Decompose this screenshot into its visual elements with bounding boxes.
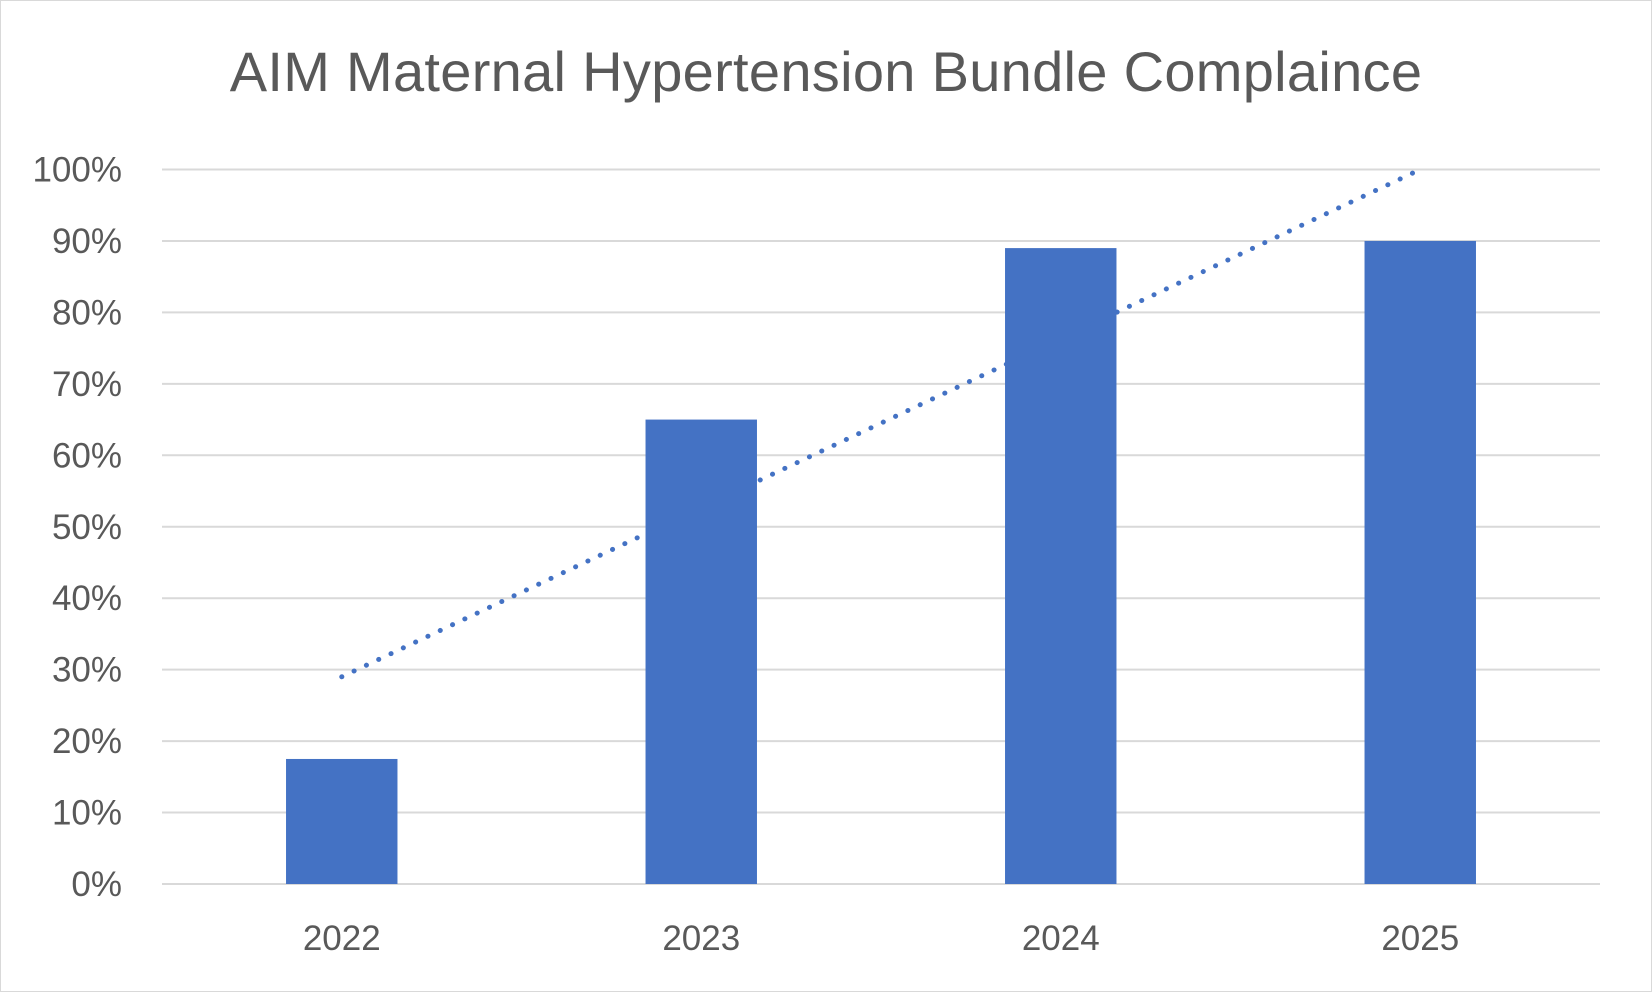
y-tick-label: 50%: [52, 508, 122, 547]
y-tick-label: 20%: [52, 722, 122, 761]
bar-2025: [1364, 240, 1476, 884]
y-tick-label: 10%: [52, 794, 122, 833]
chart-title: AIM Maternal Hypertension Bundle Complai…: [229, 40, 1423, 103]
x-tick-label: 2024: [1022, 919, 1100, 958]
y-tick-label: 0%: [71, 865, 122, 904]
y-tick-label: 30%: [52, 651, 122, 690]
y-tick-label: 80%: [52, 293, 122, 332]
y-tick-label: 100%: [32, 151, 122, 190]
bar-2022: [286, 758, 398, 884]
y-tick-label: 90%: [52, 222, 122, 261]
y-tick-label: 40%: [52, 579, 122, 618]
bar-2024: [1005, 248, 1117, 885]
x-tick-label: 2025: [1381, 919, 1459, 958]
y-tick-label: 60%: [52, 436, 122, 475]
x-tick-label: 2023: [662, 919, 740, 958]
y-tick-label: 70%: [52, 365, 122, 404]
trendline: [339, 167, 1423, 680]
bar-2023: [645, 419, 757, 884]
x-tick-label: 2022: [303, 919, 381, 958]
